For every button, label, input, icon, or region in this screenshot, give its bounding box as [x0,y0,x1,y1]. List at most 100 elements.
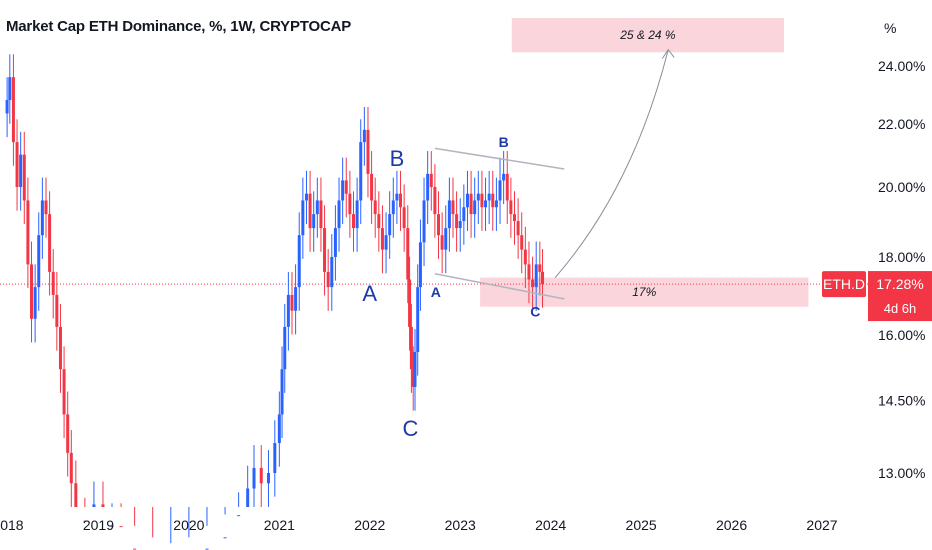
wave-labels: A B C A B C [362,134,540,441]
candle-body [280,369,284,415]
x-tick-label: 2018 [0,517,24,533]
candle-body [19,154,23,188]
candle-body [509,200,513,215]
candle-body [377,214,381,229]
zone-label-1: 17% [632,285,656,299]
candle-body [429,173,433,188]
candle-body [455,214,459,229]
candle-body [520,235,524,250]
candle-body [406,228,410,280]
y-tick-label: 24.00% [878,58,925,74]
candle-body [15,142,19,188]
candle-body [315,200,319,215]
y-axis: 24.00% 22.00% 20.00% 18.00% 16.00% 14.50% 13.0… [878,58,925,481]
candle-body [418,242,422,288]
wave-label-small-1: B [499,134,509,150]
candle-body [366,129,370,174]
unit-label: % [884,20,897,36]
candle-body [527,264,531,280]
candle-body [62,369,66,415]
candle-body [323,228,327,272]
y-tick-label: 22.00% [878,116,925,132]
arrow-head [661,48,675,59]
projection-arrow [554,48,675,278]
candle-body [476,193,480,201]
candle-body [344,180,348,194]
candle-body [22,154,26,201]
zone-label-0: 25 & 24 % [619,28,676,42]
candle-body [348,193,352,215]
candle-body [498,180,502,201]
x-tick-label: 2027 [806,517,837,533]
candle-body [301,200,305,236]
candle-body [8,77,12,101]
candle-body [223,537,227,539]
x-tick-label: 2021 [264,517,295,533]
tag-symbol-bg [822,271,866,298]
candle-body [326,271,330,288]
candle-body [26,200,30,265]
candle-body [66,414,70,453]
candle-body [44,200,48,215]
candle-body [469,193,473,215]
candle-body [266,473,270,484]
candle-body [422,200,426,243]
candle-body [273,443,277,473]
y-tick-label: 13.00% [878,465,925,481]
wave-label-small-2: C [530,304,540,320]
candle-body [462,207,466,222]
candle-body [502,173,506,181]
candle-body [531,279,535,288]
candle-body [388,214,392,236]
x-tick-label: 2023 [445,517,476,533]
candle-body [541,271,545,285]
wave-label-small-0: A [431,284,441,300]
x-axis: 2018 2019 2020 2021 2022 2023 2024 2025 2026 2027 [0,517,838,533]
candle-body [40,200,44,236]
candle-body [11,77,15,143]
candle-body [437,214,441,236]
candle-body [480,193,484,208]
candle-body [473,200,477,215]
tag-countdown: 4d 6h [884,301,917,316]
candle-body [205,548,209,550]
x-tick-label: 2020 [173,517,204,533]
zone-rect-0 [511,17,785,53]
candle-body [297,235,301,288]
candle-body [444,228,448,250]
candle-body [83,520,87,522]
candle-body [55,294,59,327]
candle-body [246,488,250,507]
candle-body [286,294,290,327]
candle-body [355,200,359,229]
target-zones: 25 & 24 % 17% [480,17,809,307]
candle-body [399,193,403,208]
candle-body [92,504,96,507]
candle-body [373,200,377,215]
candle-body [391,200,395,215]
tag-symbol: ETH.D [823,276,865,292]
candle-body [411,369,415,387]
candle-body [409,326,413,370]
wave-label-large-2: C [403,416,419,441]
candle-body [440,235,444,250]
candle-body [119,526,123,528]
tag-value-bg [868,271,932,322]
channel-lower [434,273,565,300]
y-tick-label: 18.00% [878,249,925,265]
candle-body [110,526,114,528]
candle-body [48,214,52,272]
candle-body [465,193,469,208]
candle-body [380,228,384,250]
candle-body [491,193,495,208]
candle-body [308,193,312,229]
candle-body [69,452,73,484]
candle-body [133,548,137,550]
candle-body [458,221,462,229]
tag-last-value: 17.28% [876,276,923,292]
candle-body [33,287,37,319]
candle-body [370,173,374,201]
candle-body [384,235,388,250]
wave-label-large-0: A [362,281,377,306]
